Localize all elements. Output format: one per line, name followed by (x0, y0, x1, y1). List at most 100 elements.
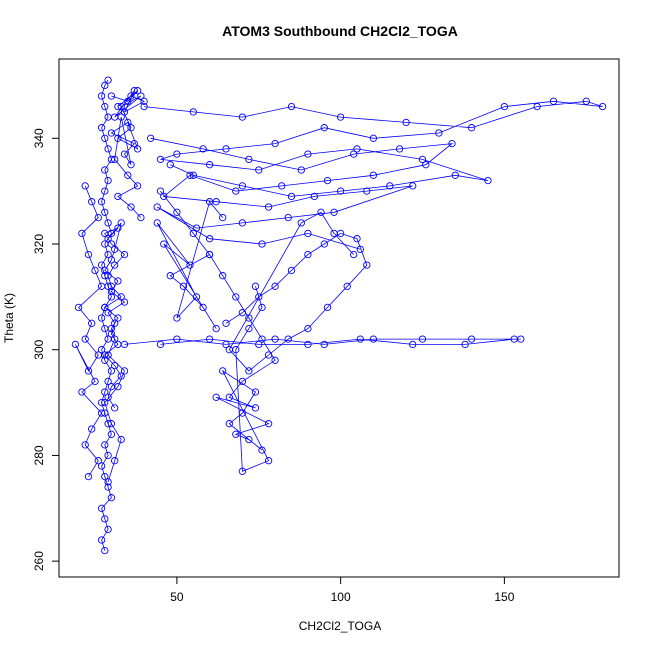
y-tick-label: 260 (32, 551, 46, 571)
data-point (409, 182, 417, 190)
data-point (91, 377, 99, 386)
data-point (107, 293, 116, 301)
data-point (133, 87, 142, 95)
data-point (101, 187, 109, 195)
data-point (369, 171, 378, 179)
data-point (238, 113, 247, 121)
data-point (101, 388, 109, 396)
data-point (255, 293, 263, 301)
data-point (232, 187, 240, 195)
data-point (107, 367, 116, 375)
data-point (356, 245, 364, 253)
x-tick-label: 100 (331, 590, 351, 604)
data-point (140, 102, 148, 111)
data-point (173, 314, 181, 322)
data-point (395, 145, 404, 153)
data-point (97, 124, 106, 132)
data-point (124, 171, 132, 179)
data-point (114, 314, 122, 322)
data-point (156, 155, 165, 164)
data-point (104, 525, 112, 534)
data-point (160, 240, 168, 248)
data-point (114, 277, 122, 285)
series-line (225, 211, 368, 372)
data-point (117, 435, 125, 444)
data-point (448, 139, 456, 148)
y-axis-label: Theta (K) (2, 293, 16, 343)
data-point (245, 435, 253, 444)
data-point (117, 372, 125, 380)
data-point (78, 388, 86, 396)
data-point (78, 229, 86, 238)
data-point (104, 351, 112, 359)
data-point (199, 303, 207, 312)
data-point (232, 430, 240, 438)
data-point (245, 155, 253, 164)
data-point (192, 293, 201, 301)
data-point (219, 367, 227, 375)
data-point (117, 219, 125, 227)
data-point (258, 240, 266, 248)
y-axis: 260 280 300 320 340 (32, 128, 60, 571)
data-point (97, 346, 106, 354)
data-point (186, 261, 194, 269)
data-point (222, 319, 230, 327)
data-point (245, 324, 253, 333)
series-line (75, 185, 103, 477)
x-tick-label: 50 (170, 590, 184, 604)
data-point (97, 92, 106, 100)
data-point (97, 462, 106, 470)
data-point (111, 404, 119, 412)
data-point (386, 182, 394, 190)
data-point (402, 118, 410, 127)
data-point (510, 335, 518, 343)
data-point (278, 182, 286, 190)
series-line (150, 137, 454, 250)
data-point (330, 229, 338, 238)
data-point (350, 150, 358, 158)
data-point (104, 393, 112, 401)
data-point (251, 388, 260, 396)
data-point (81, 182, 89, 190)
data-point (356, 335, 364, 343)
data-point (81, 441, 89, 449)
data-point (111, 361, 119, 370)
data-point (104, 478, 112, 486)
data-point (120, 150, 129, 158)
data-point (140, 97, 148, 105)
data-point (120, 108, 129, 116)
series-line (156, 190, 224, 329)
data-point (271, 356, 279, 364)
data-point (418, 335, 427, 343)
data-point (101, 81, 109, 90)
data-point (219, 213, 227, 222)
data-point (137, 213, 145, 222)
data-point (111, 335, 119, 343)
data-point (107, 430, 116, 438)
data-point (97, 198, 106, 206)
data-point (84, 367, 93, 375)
data-point (287, 266, 296, 275)
data-point (369, 335, 378, 343)
data-point (310, 192, 319, 201)
y-tick-label: 320 (32, 234, 46, 254)
data-point (166, 272, 174, 280)
data-point (97, 282, 106, 290)
data-point (409, 340, 417, 349)
data-point (127, 161, 135, 169)
data-point (284, 213, 292, 222)
data-point (130, 87, 138, 95)
data-point (127, 203, 135, 211)
data-point (304, 150, 312, 158)
data-point (251, 404, 260, 412)
data-point (189, 108, 197, 116)
data-point (297, 166, 305, 174)
data-point (533, 102, 541, 111)
data-point (225, 420, 233, 428)
data-point (582, 97, 590, 105)
series-line (101, 79, 112, 551)
data-point (205, 235, 214, 243)
data-point (120, 367, 129, 375)
data-point (320, 340, 328, 349)
data-point (192, 224, 201, 232)
